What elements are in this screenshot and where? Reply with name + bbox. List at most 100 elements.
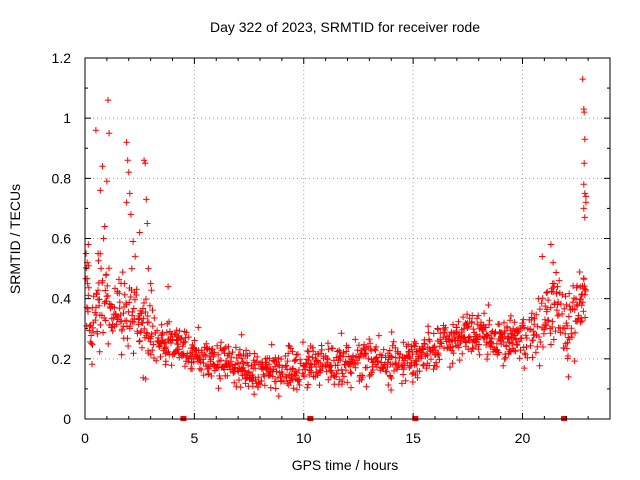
data-point <box>142 308 149 316</box>
data-point <box>366 372 373 380</box>
y-tick-labels: 0 0.2 0.4 0.6 0.8 1 1.2 <box>52 50 72 427</box>
data-point <box>153 357 160 364</box>
data-point <box>265 361 273 368</box>
data-point <box>507 326 514 334</box>
data-point <box>120 309 127 317</box>
data-point <box>326 362 334 370</box>
data-point <box>317 367 324 374</box>
data-point <box>140 157 148 164</box>
data-point <box>523 343 530 351</box>
data-point <box>534 323 541 330</box>
y-tick-label: 0.8 <box>52 170 72 186</box>
data-point <box>486 317 493 324</box>
data-point <box>468 318 476 326</box>
data-point <box>119 268 126 276</box>
data-point <box>578 302 585 309</box>
data-point <box>294 351 302 358</box>
data-point <box>96 348 103 355</box>
data-point <box>94 250 102 257</box>
data-point <box>316 381 323 389</box>
data-point <box>358 372 366 379</box>
data-point <box>385 381 392 389</box>
data-point <box>118 326 126 333</box>
data-point <box>387 353 395 360</box>
data-point <box>531 315 538 322</box>
data-point <box>579 298 586 306</box>
data-point <box>271 363 279 370</box>
data-point <box>550 284 557 291</box>
data-point <box>562 293 569 300</box>
data-point <box>97 265 105 272</box>
data-point <box>337 356 344 364</box>
data-point <box>123 317 130 324</box>
data-point <box>229 348 236 356</box>
data-point <box>99 163 106 170</box>
data-point <box>369 366 377 374</box>
data-point <box>97 321 104 329</box>
data-point <box>577 318 584 326</box>
data-point <box>581 160 588 167</box>
data-point <box>347 384 355 391</box>
data-point <box>179 343 186 350</box>
data-point <box>533 311 540 318</box>
data-point <box>174 341 182 348</box>
data-point <box>523 334 530 342</box>
data-point <box>85 241 92 248</box>
data-point <box>129 238 137 245</box>
data-point <box>554 312 561 319</box>
data-point <box>466 337 473 344</box>
data-point <box>402 377 409 384</box>
data-point <box>504 323 511 330</box>
data-point <box>157 353 164 361</box>
data-point <box>124 335 131 342</box>
data-point <box>126 322 134 330</box>
data-point <box>421 340 428 348</box>
data-point <box>168 362 175 369</box>
data-point <box>221 366 228 373</box>
data-point <box>430 365 437 373</box>
data-point <box>581 282 588 290</box>
data-point <box>484 351 491 358</box>
data-point <box>211 349 218 356</box>
data-point <box>419 345 426 352</box>
data-point <box>455 344 462 351</box>
data-point <box>105 265 113 272</box>
data-point <box>104 292 112 300</box>
data-point <box>522 332 530 339</box>
data-point <box>226 350 233 357</box>
data-point <box>304 381 312 388</box>
data-point <box>552 269 560 276</box>
data-point <box>118 351 125 358</box>
data-point <box>383 368 390 375</box>
data-point <box>196 365 203 372</box>
data-point <box>557 329 564 336</box>
data-point <box>427 356 435 363</box>
data-point <box>390 338 397 345</box>
data-point <box>235 351 242 358</box>
data-point <box>221 345 228 352</box>
data-point <box>430 344 438 351</box>
data-point <box>149 346 156 354</box>
data-point <box>363 364 371 371</box>
data-point <box>231 379 238 386</box>
data-point <box>565 313 573 320</box>
data-point <box>553 306 561 314</box>
data-point <box>283 362 290 369</box>
data-point <box>104 96 112 104</box>
data-point <box>217 357 224 364</box>
x-tick-labels: 0 5 10 15 20 <box>81 430 530 446</box>
data-point <box>344 379 351 386</box>
data-point <box>228 354 235 361</box>
data-point <box>134 330 141 337</box>
data-point <box>277 355 285 363</box>
data-point <box>161 339 169 346</box>
data-point <box>261 373 268 380</box>
data-point <box>345 344 352 351</box>
data-point <box>373 354 380 362</box>
data-point <box>496 321 503 328</box>
data-point <box>164 283 172 290</box>
x-tick-label: 0 <box>81 430 89 446</box>
data-point <box>378 352 386 359</box>
data-point <box>254 353 261 361</box>
data-point <box>581 291 588 298</box>
